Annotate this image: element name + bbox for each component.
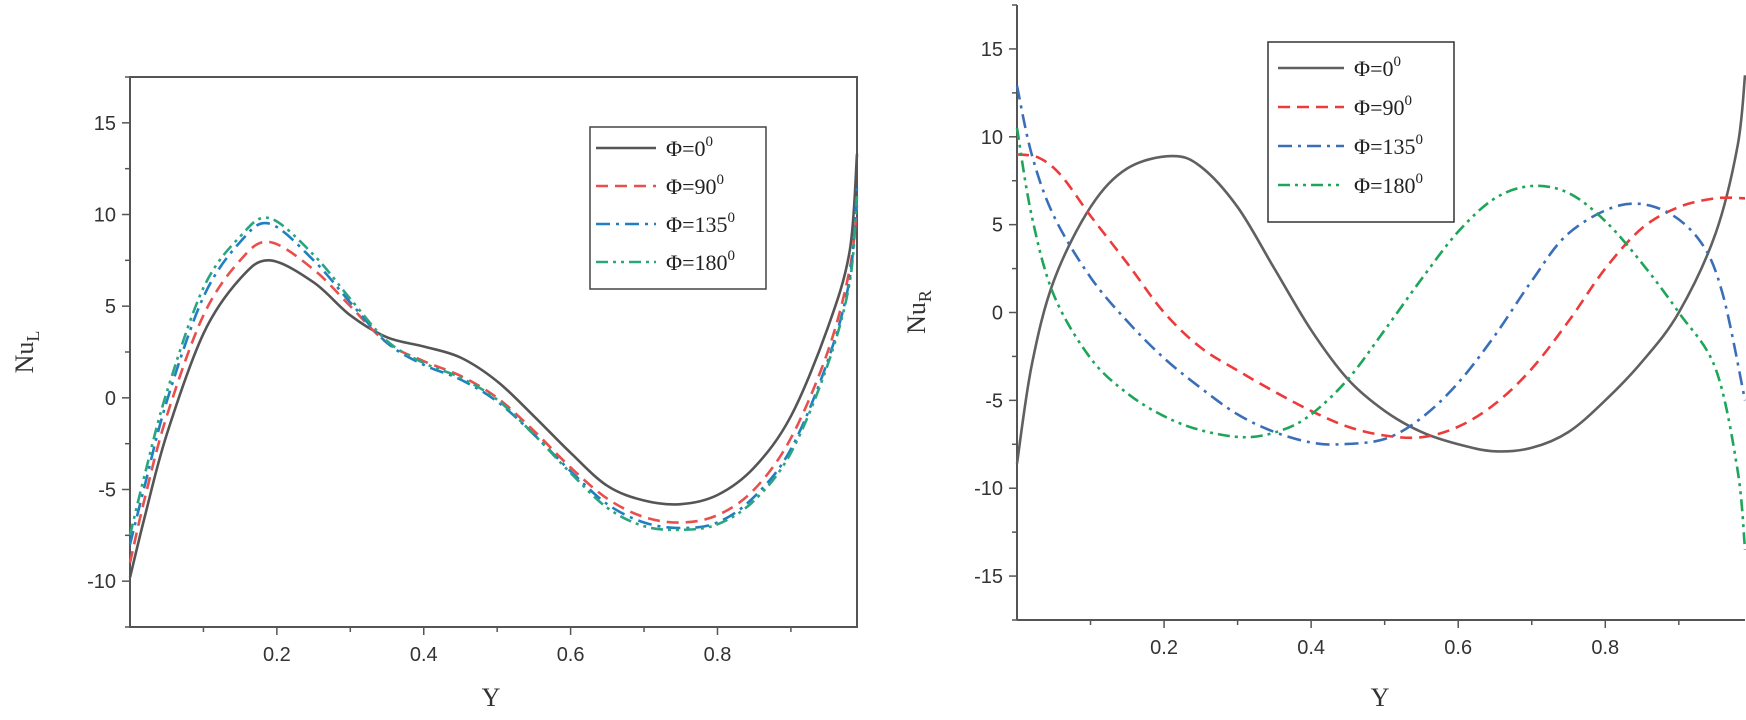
left-ticks: 0.2 0.4 0.6 0.8 -10 -5 0 5 10 15 xyxy=(87,76,792,666)
right-series-line-2 xyxy=(1015,85,1746,446)
left-legend-label-3: Φ=1800 xyxy=(666,248,735,275)
left-ylabel-main: Nu xyxy=(10,342,39,374)
right-ytick-label: 5 xyxy=(992,215,1003,237)
left-ylabel-sub: L xyxy=(23,331,43,342)
right-ytick-label: -15 xyxy=(974,566,1003,588)
left-xtick-label: 0.8 xyxy=(704,644,732,666)
right-legend-label-0: Φ=00 xyxy=(1354,54,1401,81)
left-xtick-label: 0.2 xyxy=(263,644,291,666)
left-ytick-label: -5 xyxy=(98,480,116,502)
right-legend-label-2: Φ=1350 xyxy=(1354,132,1423,159)
left-ytick-label: 10 xyxy=(94,205,116,227)
right-series-line-3 xyxy=(1015,127,1746,550)
right-chart: 0.2 0.4 0.6 0.8 -15 -10 -5 0 5 10 15 Φ=00 Φ=900 Φ=13… xyxy=(902,4,1746,712)
svg-text:NuR: NuR xyxy=(902,290,935,334)
right-ytick-label: 10 xyxy=(981,127,1003,149)
left-ytick-label: 5 xyxy=(105,296,116,318)
right-ytick-label: -5 xyxy=(985,390,1003,412)
left-series-line-2 xyxy=(128,186,859,545)
left-curves xyxy=(128,153,859,578)
right-xtick-label: 0.2 xyxy=(1150,637,1178,659)
right-xtick-label: 0.6 xyxy=(1444,637,1472,659)
right-curves xyxy=(1015,75,1746,550)
left-xtick-label: 0.4 xyxy=(410,644,438,666)
right-ytick-label: 0 xyxy=(992,303,1003,325)
right-series-line-0 xyxy=(1015,75,1746,464)
left-ytick-label: 0 xyxy=(105,388,116,410)
left-legend-label-1: Φ=900 xyxy=(666,172,724,199)
left-yaxis-label: NuL xyxy=(10,331,43,374)
right-legend-box xyxy=(1267,41,1455,223)
left-ytick-label: -10 xyxy=(87,571,116,593)
left-legend-label-0: Φ=00 xyxy=(666,134,713,161)
left-legend-label-2: Φ=1350 xyxy=(666,210,735,237)
left-series-line-0 xyxy=(128,153,859,578)
left-ytick-label: 15 xyxy=(94,113,116,135)
left-xtick-label: 0.6 xyxy=(557,644,585,666)
right-legend-label-1: Φ=900 xyxy=(1354,93,1412,120)
left-series-line-3 xyxy=(128,196,859,536)
right-xtick-label: 0.8 xyxy=(1591,637,1619,659)
right-ytick-label: -10 xyxy=(974,478,1003,500)
right-ylabel-main: Nu xyxy=(902,302,931,334)
left-xaxis-label: Y xyxy=(482,683,501,712)
left-legend-box xyxy=(589,126,767,290)
right-series-line-1 xyxy=(1016,153,1746,440)
svg-text:NuL: NuL xyxy=(10,331,43,374)
right-ytick-label: 15 xyxy=(981,39,1003,61)
left-series-line-1 xyxy=(128,205,859,564)
right-ticks: 0.2 0.4 0.6 0.8 -15 -10 -5 0 5 10 15 xyxy=(974,4,1680,659)
right-ylabel-sub: R xyxy=(915,290,935,302)
right-xtick-label: 0.4 xyxy=(1297,637,1325,659)
right-legend: Φ=00 Φ=900 Φ=1350 Φ=1800 xyxy=(1267,41,1455,223)
right-legend-label-3: Φ=1800 xyxy=(1354,171,1423,198)
left-legend: Φ=00 Φ=900 Φ=1350 Φ=1800 xyxy=(589,126,767,290)
right-yaxis-label: NuR xyxy=(902,290,935,334)
right-xaxis-label: Y xyxy=(1371,683,1390,712)
